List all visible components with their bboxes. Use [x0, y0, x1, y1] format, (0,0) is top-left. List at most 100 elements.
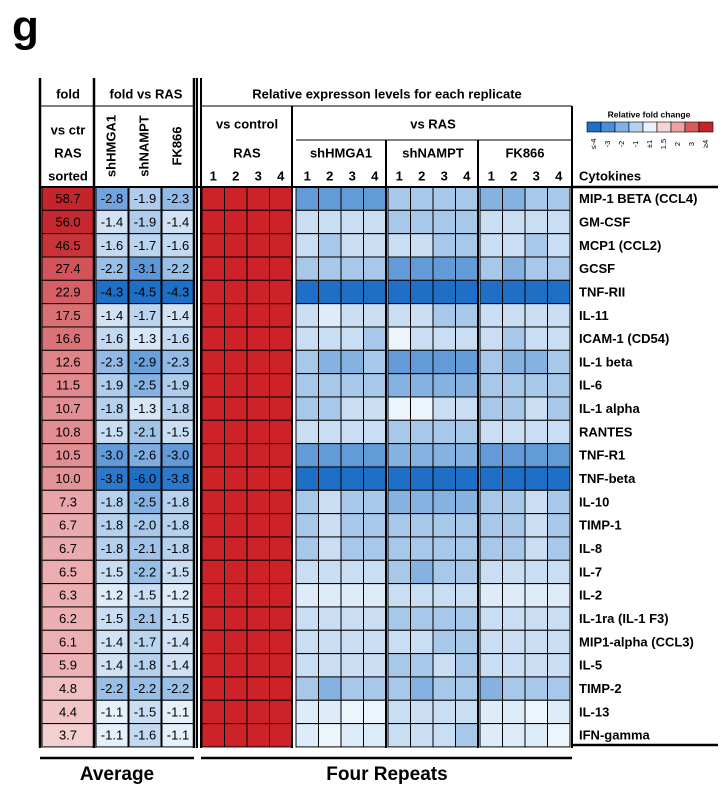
legend-swatch	[614, 121, 630, 133]
heatmap-cell	[295, 279, 319, 305]
heatmap-cell	[387, 443, 411, 468]
heatmap-cell	[318, 303, 342, 328]
heatmap-cell	[432, 513, 456, 538]
heatmap-cell	[432, 256, 456, 281]
heatmap-cell	[524, 373, 548, 398]
fold-ctr-label: 17.5	[55, 308, 80, 323]
footer-average: Average	[80, 764, 154, 785]
heatmap-cell	[432, 676, 456, 701]
fold-ras-label: -2.2	[167, 261, 189, 276]
heatmap-cell	[479, 186, 503, 211]
heatmap-cell	[224, 373, 248, 398]
heatmap-cell	[295, 676, 319, 701]
heatmap-cell	[269, 443, 293, 468]
heatmap-cell	[224, 466, 248, 491]
heatmap-cell	[224, 489, 248, 515]
heatmap-cell	[295, 536, 319, 561]
replicate-label: 2	[326, 168, 333, 183]
fold-ctr-label: 56.0	[55, 214, 80, 229]
heatmap-cell	[547, 233, 571, 258]
heatmap-cell	[432, 606, 456, 631]
fold-ras-label: -1.4	[167, 214, 189, 229]
heatmap-cell	[318, 676, 342, 701]
heatmap-cell	[201, 186, 225, 211]
heatmap-cell	[224, 653, 248, 678]
heatmap-cell	[224, 443, 248, 468]
heatmap-cell	[524, 536, 548, 561]
heatmap-cell	[479, 583, 503, 608]
legend-tick: -3	[603, 141, 612, 148]
heatmap-cell	[340, 513, 364, 538]
heatmap-cell	[524, 233, 548, 258]
fold-ras-label: -2.1	[134, 541, 156, 556]
fold-ras-label: -1.3	[134, 331, 156, 346]
heatmap-cell	[547, 536, 571, 561]
heatmap-cell	[224, 233, 248, 258]
fold-ras-label: -1.6	[167, 331, 189, 346]
heatmap-cell	[224, 279, 248, 305]
heatmap-cell	[246, 233, 270, 258]
heatmap-cell	[432, 303, 456, 328]
fold-ras-label: -2.5	[134, 378, 156, 393]
fold-ctr-label: 7.3	[59, 494, 77, 509]
heatmap-cell	[502, 349, 526, 375]
heatmap-cell	[201, 419, 225, 445]
replicate-label: 1	[304, 168, 311, 183]
heatmap-cell	[432, 629, 456, 655]
heatmap-cell	[502, 466, 526, 491]
fold-ras-label: -3.8	[101, 471, 123, 486]
heatmap-cell	[340, 279, 364, 305]
heatmap-cell	[340, 256, 364, 281]
heatmap-cell	[201, 326, 225, 351]
heatmap-cell	[387, 583, 411, 608]
header-ras: RAS	[54, 145, 82, 160]
cytokine-label: TNF-beta	[579, 471, 636, 486]
header-vs-ctr: vs ctr	[51, 122, 86, 137]
heatmap-cell	[224, 513, 248, 538]
heatmap-cell	[479, 419, 503, 445]
heatmap-cell	[340, 419, 364, 445]
cytokine-label: IL-5	[579, 658, 602, 673]
heatmap-cell	[201, 303, 225, 328]
heatmap-cell	[201, 699, 225, 725]
replicate-label: 1	[488, 168, 495, 183]
heatmap-cell	[318, 723, 342, 748]
heatmap-cell	[340, 209, 364, 235]
group-label: RAS	[233, 145, 261, 160]
legend-tick: ≥4	[701, 140, 710, 148]
heatmap-cell	[479, 373, 503, 398]
heatmap-cell	[524, 583, 548, 608]
heatmap-cell	[432, 466, 456, 491]
fold-ctr-label: 6.7	[59, 518, 77, 533]
heatmap-cell	[524, 326, 548, 351]
heatmap-cell	[432, 653, 456, 678]
heatmap-cell	[318, 559, 342, 585]
heatmap-cell	[455, 373, 479, 398]
heatmap-cell	[502, 559, 526, 585]
heatmap-cell	[502, 629, 526, 655]
heatmap-cell	[502, 723, 526, 748]
heatmap-cell	[269, 489, 293, 515]
heatmap-cell	[410, 186, 434, 211]
heatmap-cell	[479, 349, 503, 375]
heatmap-cell	[410, 443, 434, 468]
heatmap-cell	[547, 256, 571, 281]
heatmap-cell	[340, 629, 364, 655]
heatmap-cell	[340, 373, 364, 398]
heatmap-cell	[410, 653, 434, 678]
heatmap-cell	[547, 653, 571, 678]
fold-ras-label: -1.4	[167, 308, 189, 323]
header-vs-ras: vs RAS	[410, 116, 456, 131]
heatmap-cell	[224, 606, 248, 631]
replicate-label: 3	[441, 168, 448, 183]
fold-ctr-label: 5.9	[59, 658, 77, 673]
heatmap-cell	[455, 396, 479, 421]
cytokine-label: MIP-1 BETA (CCL4)	[579, 191, 697, 206]
fold-ras-label: -1.8	[134, 658, 156, 673]
fold-ctr-label: 10.7	[55, 401, 80, 416]
heatmap-cell	[340, 606, 364, 631]
heatmap-cell	[502, 233, 526, 258]
heatmap-cell	[410, 396, 434, 421]
heatmap-cell	[224, 583, 248, 608]
heatmap-cell	[363, 256, 387, 281]
